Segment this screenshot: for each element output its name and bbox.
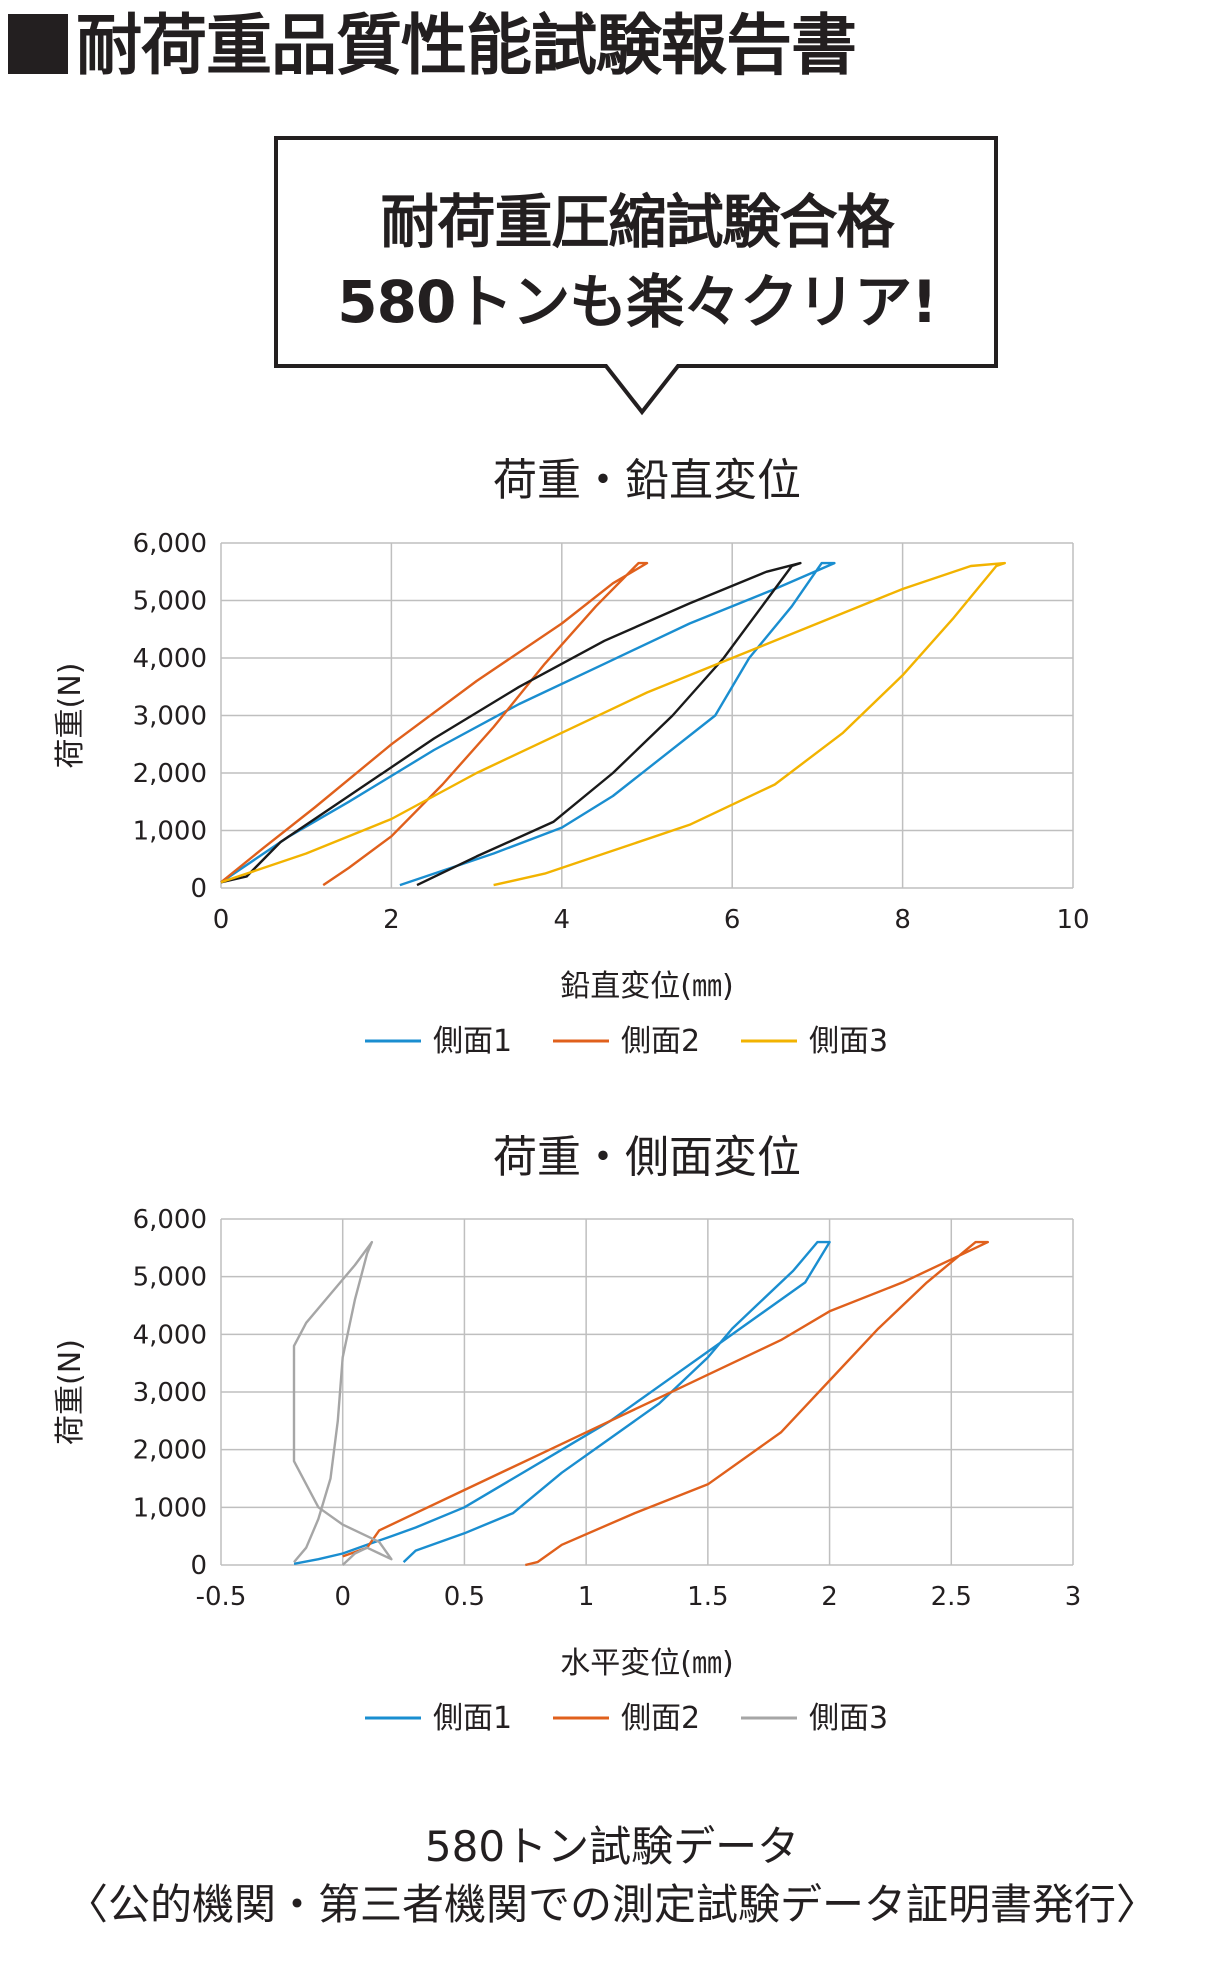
y-tick-label: 1,000 <box>133 817 207 847</box>
callout-line-2: 580トンも楽々クリア! <box>337 268 938 336</box>
x-tick-label: 2 <box>821 1582 838 1612</box>
y-axis-label: 荷重(N) <box>53 663 88 769</box>
y-tick-label: 2,000 <box>133 759 207 789</box>
legend-label: 側面1 <box>433 1024 512 1059</box>
x-tick-label: 2.5 <box>931 1582 972 1612</box>
chart-horizontal-svg: 荷重・側面変位-0.5 0 0.5 1 1.5 2 2.5 301,0002,0003,000… <box>53 1132 1082 1736</box>
series-line <box>342 1240 989 1567</box>
series-line <box>292 1240 393 1566</box>
y-tick-label: 5,000 <box>133 587 207 617</box>
y-tick-label: 4,000 <box>133 1320 207 1350</box>
series-line <box>220 561 836 887</box>
y-tick-label: 0 <box>190 1551 207 1581</box>
legend-label: 側面1 <box>433 1701 512 1736</box>
footer-line-1: 580トン試験データ <box>424 1822 800 1871</box>
page-title-text: 耐荷重品質性能試験報告書 <box>76 7 857 84</box>
x-tick-label: 10 <box>1056 905 1089 935</box>
chart-vertical: 荷重・鉛直変位 0 2 4 6 8 10 0 1,000 2,000 3,000 4,000 5,000… <box>0 455 1224 1075</box>
speech-bubble-icon <box>274 136 998 416</box>
chart-horizontal: 荷重・側面変位 -0.5 0 0.5 1 1.5 2 2.5 3 0 1,000 2,000 3,000… <box>0 1132 1224 1752</box>
x-tick-label: 3 <box>1065 1582 1082 1612</box>
x-tick-label: 6 <box>724 905 741 935</box>
series-line <box>220 561 802 887</box>
y-tick-label: 5,000 <box>133 1263 207 1293</box>
x-tick-label: 1 <box>578 1582 595 1612</box>
x-tick-label: 0 <box>334 1582 351 1612</box>
chart-vertical-svg: 荷重・鉛直変位 0 2 4 6 8 10 0 1,000 2,000 3,000 4,000 5,000… <box>53 455 1090 1059</box>
legend-label: 側面3 <box>809 1701 888 1736</box>
callout-line-1: 耐荷重圧縮試験合格 <box>380 188 894 256</box>
x-tick-label: -0.5 <box>196 1582 247 1612</box>
y-tick-label: 1,000 <box>133 1493 207 1523</box>
y-tick-label: 3,000 <box>133 1378 207 1408</box>
page-title: 耐荷重品質性能試験報告書 <box>8 6 857 86</box>
x-tick-label: 2 <box>383 905 400 935</box>
x-tick-label: 0.5 <box>444 1582 485 1612</box>
y-axis-label: 荷重(N) <box>53 1339 88 1445</box>
series-line <box>220 561 649 887</box>
chart-title: 荷重・側面変位 <box>493 1132 801 1183</box>
x-tick-label: 8 <box>894 905 911 935</box>
x-axis-label: 鉛直変位(㎜) <box>560 969 733 1004</box>
x-tick-label: 4 <box>554 905 571 935</box>
footer-line-2: 〈公的機関・第三者機関での測定試験データ証明書発行〉 <box>65 1880 1158 1929</box>
y-tick-label: 2,000 <box>133 1436 207 1466</box>
y-tick-label: 0 <box>190 874 207 904</box>
y-tick-label: 3,000 <box>133 702 207 732</box>
legend-label: 側面2 <box>621 1701 700 1736</box>
x-axis-label: 水平変位(㎜) <box>560 1646 733 1681</box>
callout-box <box>0 130 1224 420</box>
x-tick-label: 1.5 <box>687 1582 728 1612</box>
legend-label: 側面2 <box>621 1024 700 1059</box>
series-line <box>220 561 1006 887</box>
legend-label: 側面3 <box>809 1024 888 1059</box>
y-tick-label: 4,000 <box>133 644 207 674</box>
callout-text: 耐荷重圧縮試験合格 580トンも楽々クリア! <box>277 182 997 342</box>
y-tick-label: 6,000 <box>133 1205 207 1235</box>
footer-caption: 580トン試験データ 〈公的機関・第三者機関での測定試験データ証明書発行〉 <box>0 1818 1224 1934</box>
y-tick-label: 6,000 <box>133 529 207 559</box>
series-line <box>293 1240 831 1565</box>
x-tick-label: 0 <box>213 905 230 935</box>
chart-title: 荷重・鉛直変位 <box>493 455 801 506</box>
title-square-icon <box>8 14 68 74</box>
